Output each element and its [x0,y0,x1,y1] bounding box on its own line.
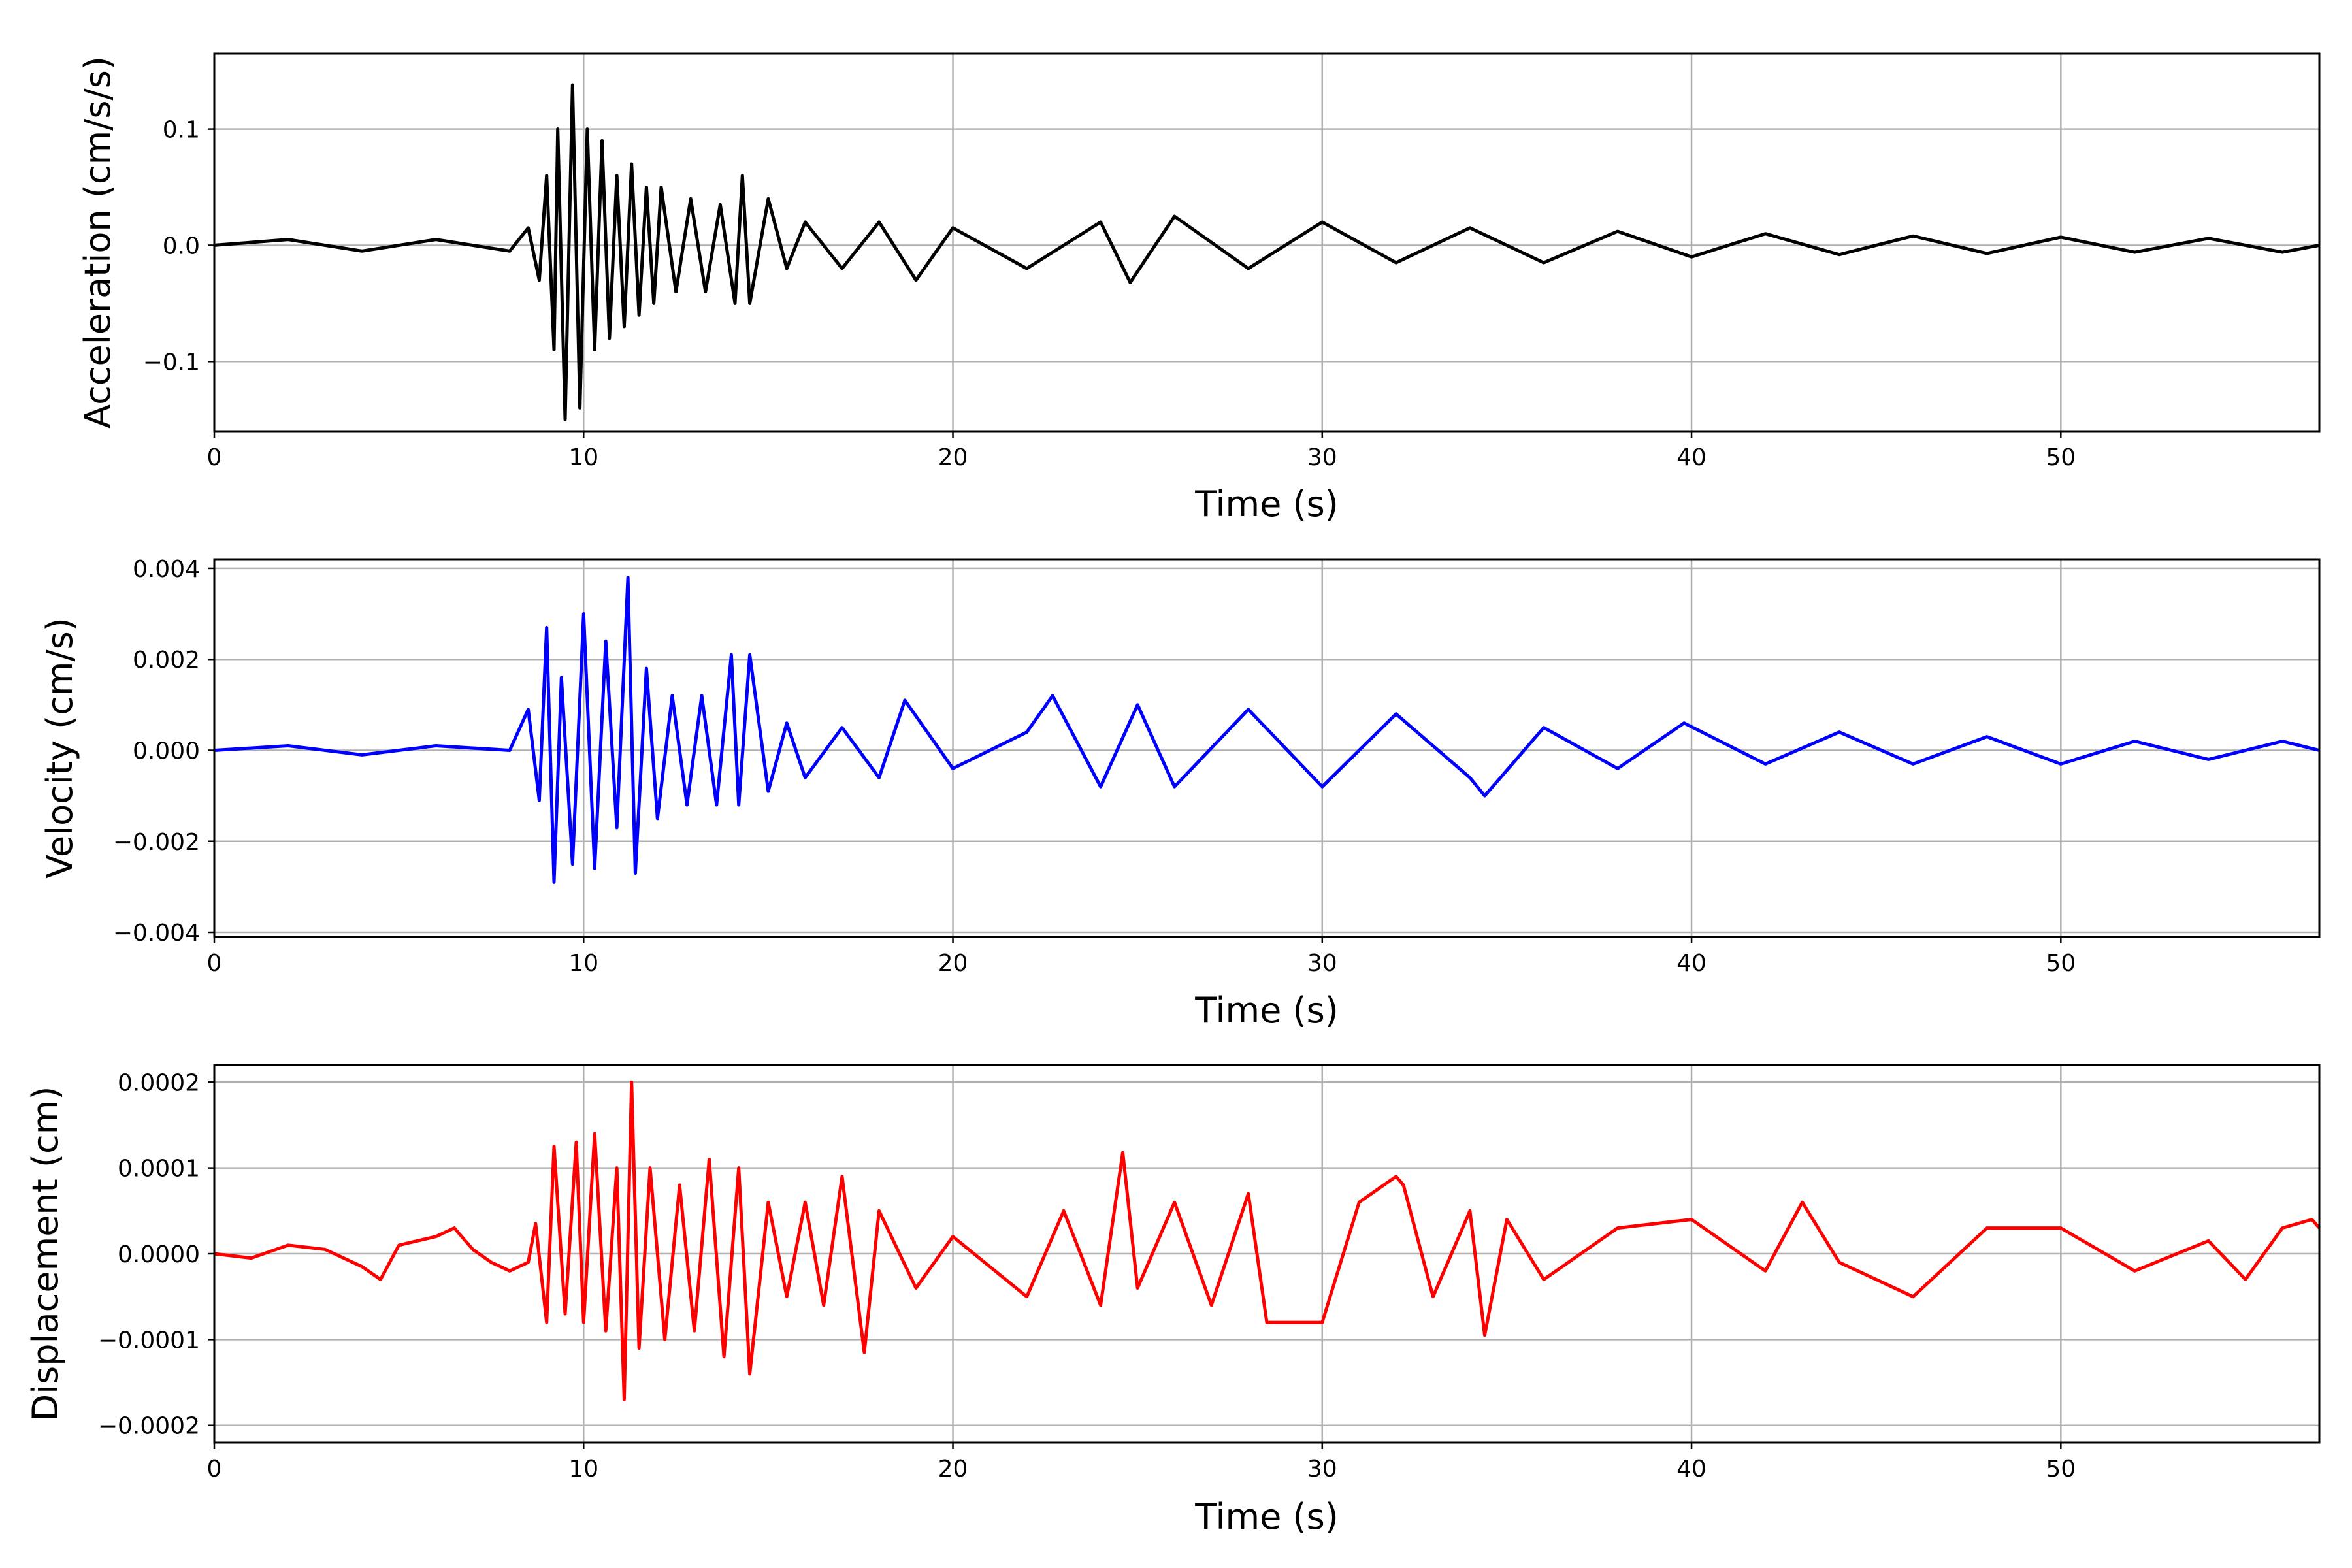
velocity-xtick-label: 10 [568,950,598,977]
velocity-xtick-label: 50 [2046,950,2076,977]
acceleration-xtick-label: 40 [1676,444,1707,471]
displacement-ytick-label: 0.0000 [118,1241,200,1268]
displacement-xtick-label: 40 [1676,1456,1707,1482]
velocity-ytick-label: 0.004 [133,556,200,583]
displacement-xtick-label: 20 [938,1456,968,1482]
acceleration-xtick-label: 0 [207,444,222,471]
displacement-ticks: 0 10 20 30 40 50 −0.0002 −0.0001 0.0000 0.0001 0.0… [98,1070,2076,1482]
velocity-panel: 0 10 20 30 40 50 −0.004 −0.002 0.000 0.002 0.004 V… [39,556,2321,1031]
velocity-ytick-label: 0.002 [133,647,200,674]
velocity-ticks: 0 10 20 30 40 50 −0.004 −0.002 0.000 0.002 0.004 [113,556,2076,977]
acceleration-xtick-label: 30 [1307,444,1337,471]
velocity-ylabel: Velocity (cm/s) [39,617,80,879]
displacement-panel: 0 10 20 30 40 50 −0.0002 −0.0001 0.0000 0.0001 0.0… [25,1064,2321,1537]
acceleration-ticks: 0 10 20 30 40 50 −0.1 0.0 0.1 [143,117,2076,471]
displacement-ytick-label: −0.0001 [98,1327,200,1354]
displacement-ytick-label: 0.0001 [118,1156,200,1183]
velocity-ytick-label: 0.000 [133,738,200,764]
acceleration-trace [214,83,2320,421]
velocity-xlabel: Time (s) [1194,990,1339,1031]
displacement-xtick-label: 50 [2046,1456,2076,1482]
velocity-ytick-label: −0.004 [113,920,200,947]
acceleration-xtick-label: 20 [938,444,968,471]
displacement-xtick-label: 30 [1307,1456,1337,1482]
acceleration-xtick-label: 10 [568,444,598,471]
velocity-xtick-label: 30 [1307,950,1337,977]
acceleration-ytick-label: −0.1 [143,349,200,376]
displacement-grid [213,1065,2319,1443]
displacement-xtick-label: 0 [207,1456,222,1482]
displacement-xlabel: Time (s) [1194,1496,1339,1537]
acceleration-ylabel: Acceleration (cm/s/s) [77,56,118,429]
velocity-xtick-label: 20 [938,950,968,977]
displacement-ytick-label: 0.0002 [118,1070,200,1096]
acceleration-xlabel: Time (s) [1194,483,1339,525]
displacement-xtick-label: 10 [568,1456,598,1482]
displacement-ytick-label: −0.0002 [98,1413,200,1440]
acceleration-xtick-label: 50 [2046,444,2076,471]
displacement-ylabel: Displacement (cm) [25,1086,66,1422]
velocity-grid [213,559,2319,937]
velocity-xtick-label: 0 [207,950,222,977]
acceleration-ytick-label: 0.1 [163,117,200,144]
velocity-axes-frame [213,558,2321,938]
velocity-trace [214,576,2320,884]
displacement-trace [214,1080,2321,1401]
velocity-ytick-label: −0.002 [113,829,200,856]
velocity-xtick-label: 40 [1676,950,1707,977]
acceleration-axes-frame [213,52,2321,433]
acceleration-panel: 0 10 20 30 40 50 −0.1 0.0 0.1 Acceleration (cm/s… [77,52,2321,525]
acceleration-ytick-label: 0.0 [163,233,200,259]
